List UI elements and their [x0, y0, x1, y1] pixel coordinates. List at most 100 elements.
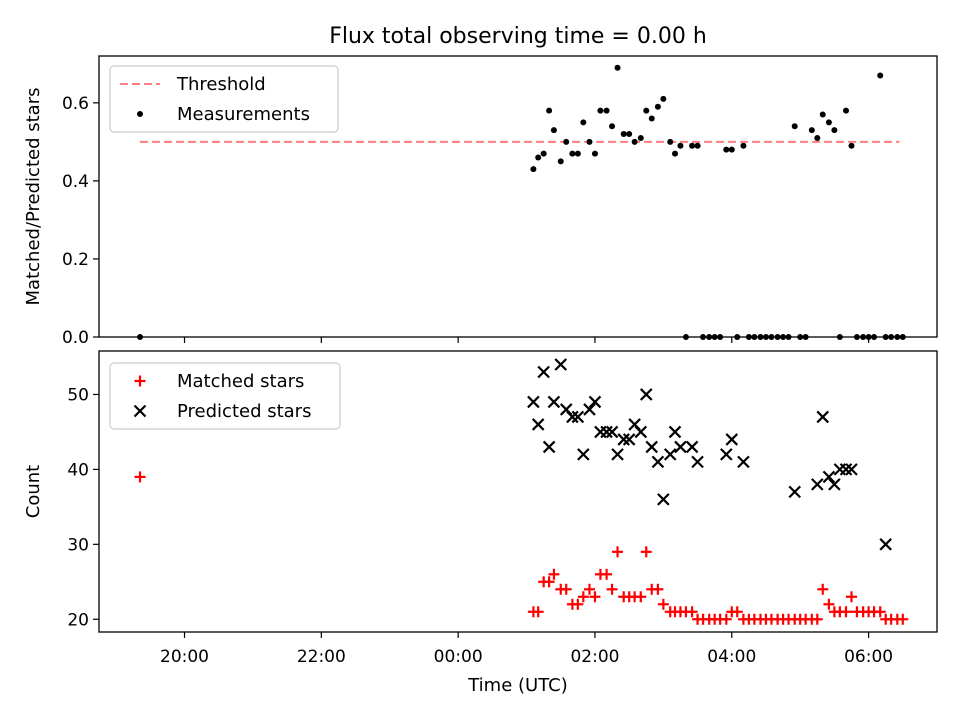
predicted-stars-point — [554, 358, 568, 371]
predicted-stars-point — [879, 538, 892, 551]
data-marks — [134, 358, 909, 625]
predicted-stars-point — [634, 425, 648, 439]
predicted-stars-point — [663, 448, 677, 461]
legend-box — [109, 65, 339, 133]
bottom-panel-counts: 20 30 40 50 20:00 22:00 00:00 02:00 04:00 06:00 Co… — [23, 350, 938, 667]
y-tick-label: 0.0 — [62, 328, 89, 348]
predicted-stars-point — [645, 440, 659, 454]
predicted-stars-point — [583, 403, 596, 416]
measurement-point — [530, 166, 537, 173]
legend-entry: Threshold — [120, 74, 266, 95]
measurement-point — [631, 138, 638, 145]
predicted-stars-point — [605, 425, 619, 439]
matched-stars-point — [652, 583, 664, 595]
legend-label: Predicted stars — [177, 401, 311, 422]
measurement-point — [660, 95, 667, 102]
predicted-stars-point — [811, 478, 824, 491]
measurement-point — [574, 150, 581, 157]
matched-stars-point — [657, 598, 669, 610]
measurement-point — [569, 150, 576, 157]
matched-stars-point — [686, 606, 698, 618]
x-tick-label: 02:00 — [570, 647, 619, 667]
data-marks — [137, 64, 906, 340]
measurement-point — [626, 131, 633, 138]
legend-box — [109, 362, 341, 430]
predicted-stars-point — [622, 433, 636, 446]
matched-stars-point — [635, 591, 647, 603]
predicted-stars-point — [816, 410, 830, 424]
measurement-point — [814, 134, 821, 141]
predicted-stars-point — [600, 425, 613, 439]
predicted-stars-point — [685, 440, 699, 454]
matched-stars-point — [583, 583, 595, 595]
y-tick-label: 30 — [67, 535, 89, 555]
measurement-point — [808, 127, 815, 134]
y-tick-label: 20 — [67, 610, 89, 630]
predicted-stars-point — [822, 470, 836, 484]
matched-stars-point — [731, 606, 743, 618]
measurement-point — [689, 142, 696, 149]
x-tick-label: 04:00 — [707, 647, 756, 667]
matched-stars-point — [897, 613, 909, 625]
measurement-point — [597, 107, 604, 114]
measurement-point — [580, 119, 587, 126]
top-panel-measurements: 0.0 0.2 0.4 0.6 Matched/Predicted stars Thres… — [23, 55, 938, 348]
x-tick-label: 06:00 — [844, 647, 893, 667]
measurement-point — [557, 158, 564, 165]
x-tick-label: 20:00 — [160, 647, 209, 667]
predicted-stars-point — [691, 455, 704, 469]
measurement-point — [831, 127, 838, 134]
matched-stars-point — [606, 583, 618, 595]
matched-stars-point — [589, 591, 601, 603]
legend: Threshold Measurements — [109, 65, 339, 133]
measurement-point — [620, 131, 627, 138]
measurement-point — [671, 150, 678, 157]
predicted-stars-point — [725, 433, 739, 446]
measurement-point — [546, 107, 553, 114]
predicted-stars-point — [611, 448, 624, 461]
axes-frame — [98, 55, 938, 338]
measurement-point — [654, 103, 661, 110]
legend-label: Matched stars — [177, 371, 304, 392]
predicted-stars-point — [845, 463, 858, 476]
legend-predicted-swatch — [133, 404, 147, 418]
legend-measurement-swatch — [137, 111, 143, 117]
predicted-stars-point — [674, 440, 687, 454]
legend-entry: Predicted stars — [133, 401, 311, 422]
predicted-stars-point — [828, 478, 841, 491]
matched-stars-point — [823, 598, 835, 610]
measurement-point — [643, 107, 650, 114]
measurement-point — [723, 146, 730, 153]
measurement-point — [694, 142, 701, 149]
matched-stars-point — [572, 598, 584, 610]
predicted-stars-point — [571, 410, 585, 424]
predicted-stars-point — [617, 433, 630, 446]
predicted-stars-point — [588, 395, 602, 409]
legend-matched-swatch — [134, 375, 146, 387]
predicted-stars-point — [577, 448, 590, 461]
measurement-point — [791, 123, 798, 130]
y-tick-label: 0.6 — [62, 94, 89, 114]
measurement-point — [563, 138, 570, 145]
predicted-stars-point — [547, 395, 561, 409]
predicted-stars-point — [668, 425, 682, 439]
predicted-stars-point — [542, 440, 556, 454]
measurement-point — [648, 115, 655, 122]
measurement-point — [586, 138, 593, 145]
x-axis-label: Time (UTC) — [467, 675, 568, 696]
measurement-point — [637, 134, 644, 141]
matched-stars-point — [817, 583, 829, 595]
predicted-stars-point — [788, 485, 801, 499]
y-axis-label: Matched/Predicted stars — [23, 88, 44, 306]
matched-stars-point — [577, 591, 589, 603]
predicted-stars-point — [839, 463, 853, 476]
measurement-point — [603, 107, 610, 114]
legend: Matched stars Predicted stars — [109, 362, 341, 430]
measurement-point — [740, 142, 747, 149]
measurement-point — [609, 123, 616, 130]
legend-entry: Matched stars — [134, 371, 304, 392]
matched-stars-point — [720, 613, 732, 625]
measurement-point — [540, 150, 547, 157]
y-tick-label: 0.4 — [62, 172, 89, 192]
